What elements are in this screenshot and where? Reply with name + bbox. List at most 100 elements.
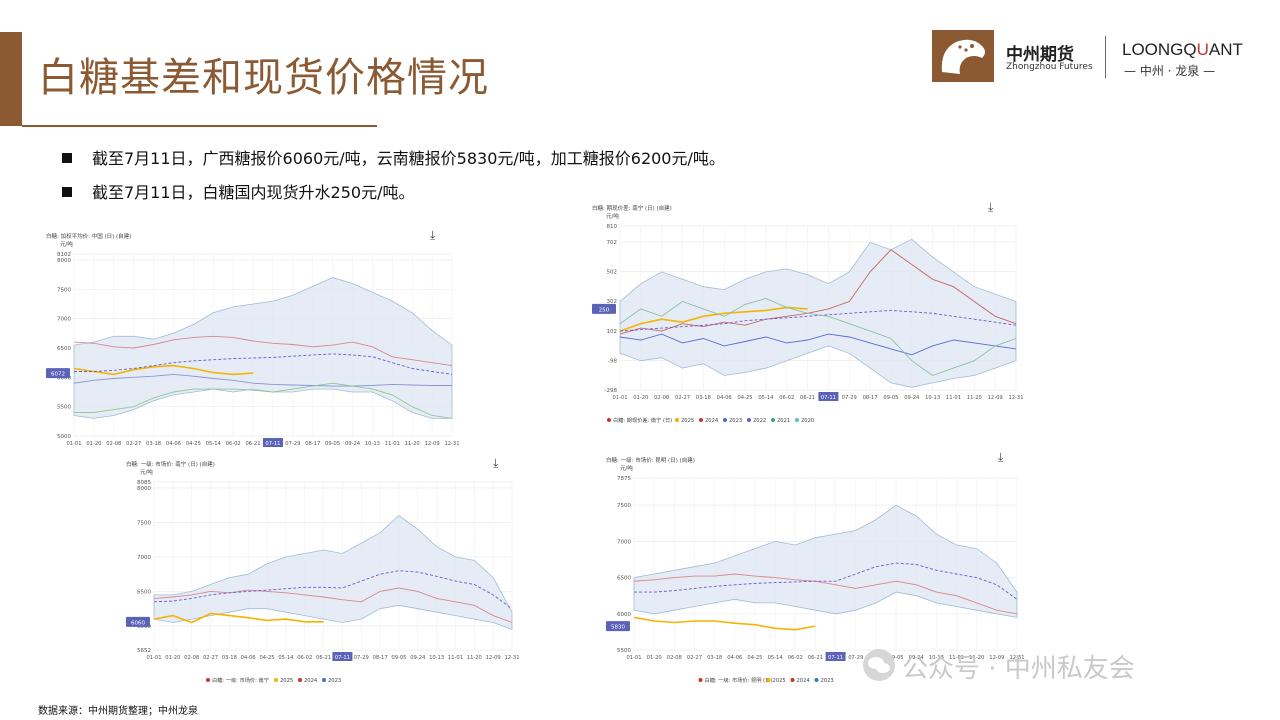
x-tick-label: 09-24 bbox=[410, 655, 426, 661]
x-tick-label: 11-20 bbox=[969, 655, 984, 661]
y-axis-unit: 元/吨 bbox=[60, 240, 73, 248]
y-tick-label: 8102 bbox=[57, 252, 71, 258]
y-tick-label: 5652 bbox=[137, 648, 151, 654]
y-tick-label: 6500 bbox=[137, 589, 151, 595]
legend-marker bbox=[322, 678, 326, 682]
range-band bbox=[153, 514, 513, 630]
legend-marker bbox=[607, 418, 611, 422]
y-tick-label: 8000 bbox=[137, 486, 151, 492]
zhongzhou-logo bbox=[932, 30, 994, 82]
legend-label: 2024 bbox=[705, 418, 719, 424]
current-value-badge bbox=[126, 616, 150, 627]
range-band bbox=[619, 238, 1017, 388]
x-tick-label: 01-20 bbox=[633, 395, 648, 401]
x-tick-label: 11-20 bbox=[467, 655, 482, 661]
bullet-square-icon bbox=[62, 153, 72, 163]
series-line-2024 bbox=[73, 335, 453, 367]
y-tick-label: 6000 bbox=[57, 375, 71, 381]
x-tick-label: 10-13 bbox=[365, 441, 380, 447]
legend-marker bbox=[790, 678, 795, 682]
x-tick-label: 01-20 bbox=[647, 655, 662, 661]
x-tick-label: 06-02 bbox=[297, 655, 312, 661]
series-line-2023 bbox=[73, 373, 452, 387]
x-tick-label: 08-17 bbox=[373, 655, 388, 661]
x-tick-label: 10-13 bbox=[929, 655, 944, 661]
y-tick-label: 7000 bbox=[617, 539, 631, 545]
x-tick-label: 11-20 bbox=[967, 395, 982, 401]
chart-kunming-spot: 白糖: 一级: 市场价: 昆明 (日) (自建)元/吨 7875 7500 7000 6… bbox=[606, 456, 1025, 684]
y-tick-label: 7500 bbox=[137, 520, 151, 526]
wechat-icon bbox=[863, 649, 895, 681]
y-tick-label: 502 bbox=[607, 270, 618, 276]
x-tick-label: 08-17 bbox=[863, 395, 878, 401]
x-tick-label: 03-18 bbox=[696, 395, 711, 401]
brand-divider bbox=[1105, 36, 1106, 78]
y-axis-unit: 元/吨 bbox=[620, 464, 633, 472]
x-tick-label: 07-11 bbox=[335, 655, 350, 661]
x-tick-label: 06-02 bbox=[788, 655, 803, 661]
chart-nanning-basis: 白糖: 期现价差: 南宁 (日) (自建)元/吨 810 702 502 302 102 -… bbox=[592, 204, 1024, 424]
x-tick-label: 09-05 bbox=[391, 655, 406, 661]
x-tick-label: 04-06 bbox=[241, 655, 256, 661]
current-value-badge bbox=[606, 621, 630, 632]
legend-label: 2025 bbox=[681, 418, 694, 424]
series-line-2025 bbox=[633, 616, 816, 631]
download-icon[interactable]: ⤓ bbox=[988, 200, 994, 214]
x-tick-label: 03-18 bbox=[146, 441, 161, 447]
series-line-avg bbox=[634, 562, 1018, 600]
current-value-badge bbox=[592, 303, 616, 314]
legend-marker bbox=[747, 418, 751, 422]
y-tick-label: 7500 bbox=[57, 287, 71, 293]
y-tick-label: 102 bbox=[607, 329, 618, 335]
series-line-2023 bbox=[619, 333, 1017, 356]
x-tick-label: 04-06 bbox=[727, 655, 742, 661]
x-tick-label: 07-29 bbox=[848, 655, 863, 661]
loongquant-subtitle: — 中州 · 龙泉 — bbox=[1124, 64, 1216, 78]
y-tick-label: 7000 bbox=[137, 555, 151, 561]
chart-title: 白糖: 一级: 市场价: 昆明 (日) (自建) bbox=[606, 456, 695, 464]
x-tick-label: 06-02 bbox=[226, 441, 241, 447]
current-value-label: 5830 bbox=[611, 625, 625, 631]
x-tick-label: 07-11 bbox=[821, 395, 836, 401]
x-tick-label: 09-24 bbox=[904, 395, 920, 401]
x-tick-label: 06-21 bbox=[246, 441, 261, 447]
x-tick-label: 07-29 bbox=[842, 395, 857, 401]
current-value-label: 6072 bbox=[51, 372, 65, 378]
legend-marker bbox=[699, 418, 703, 422]
legend-marker bbox=[206, 678, 210, 682]
x-tick-label: 09-05 bbox=[325, 441, 340, 447]
legend-label: 2023 bbox=[821, 678, 834, 684]
series-line-2025 bbox=[619, 306, 808, 332]
x-tick-label: 02-27 bbox=[687, 655, 702, 661]
x-tick-label: 02-27 bbox=[675, 395, 690, 401]
y-tick-label: 302 bbox=[607, 299, 618, 305]
legend-marker bbox=[723, 418, 727, 422]
x-tick-label: 04-06 bbox=[717, 395, 732, 401]
x-tick-label: 10-13 bbox=[925, 395, 940, 401]
x-tick-label: 12-09 bbox=[425, 441, 440, 447]
x-tick-label: 05-14 bbox=[206, 441, 222, 447]
data-source-note: 数据来源：中州期货整理；中州龙泉 bbox=[38, 706, 198, 717]
x-tick-label: 02-27 bbox=[203, 655, 218, 661]
download-icon[interactable]: ⤓ bbox=[998, 450, 1004, 464]
current-value-label: 6060 bbox=[131, 620, 145, 626]
x-tick-label: 05-14 bbox=[758, 395, 774, 401]
x-tick-label: 12-09 bbox=[486, 655, 501, 661]
x-tick-label: 12-31 bbox=[1008, 395, 1023, 401]
series-line-2022 bbox=[74, 382, 453, 419]
y-tick-label: 6000 bbox=[137, 624, 151, 630]
x-tick-label: 09-24 bbox=[345, 441, 361, 447]
y-tick-label: 702 bbox=[607, 240, 618, 246]
x-tick-label: 04-25 bbox=[186, 441, 201, 447]
download-icon[interactable]: ⤓ bbox=[430, 228, 436, 242]
series-line-2024 bbox=[619, 249, 1017, 335]
series-line-avg bbox=[153, 570, 513, 610]
legend-marker bbox=[698, 678, 703, 682]
x-tick-label: 12-31 bbox=[504, 655, 519, 661]
series-line-2025 bbox=[73, 364, 254, 376]
x-tick-label: 12-31 bbox=[1009, 655, 1024, 661]
x-tick-label: 07-29 bbox=[285, 441, 300, 447]
download-icon[interactable]: ⤓ bbox=[493, 456, 499, 470]
legend-marker bbox=[771, 418, 775, 422]
